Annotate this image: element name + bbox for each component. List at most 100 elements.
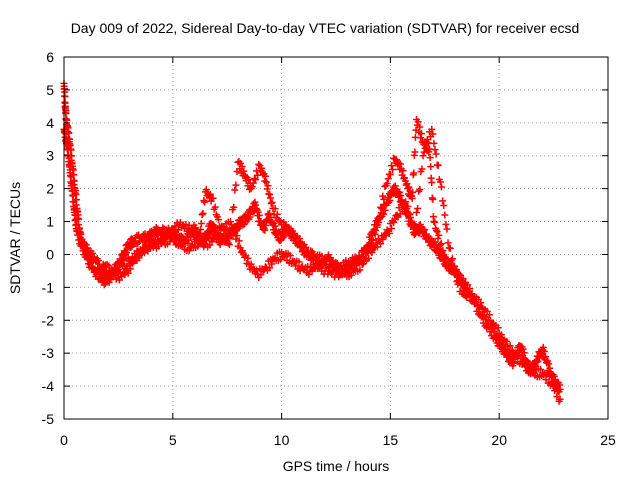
- data-point: [368, 231, 376, 239]
- data-point: [396, 188, 404, 196]
- data-point: [373, 221, 381, 229]
- data-point: [432, 150, 440, 158]
- data-point: [85, 254, 93, 262]
- data-point: [464, 281, 472, 289]
- data-point: [519, 345, 527, 353]
- y-tick-label: 4: [46, 115, 54, 131]
- data-point: [442, 220, 450, 228]
- data-point: [302, 244, 310, 252]
- data-point: [436, 178, 444, 186]
- y-tick-label: -5: [42, 411, 55, 427]
- data-point: [226, 218, 234, 226]
- data-point: [444, 257, 452, 265]
- data-point: [540, 347, 548, 355]
- data-point: [383, 226, 391, 234]
- data-point: [466, 285, 474, 293]
- data-point: [506, 342, 514, 350]
- data-point: [310, 254, 318, 262]
- data-point: [202, 186, 210, 194]
- data-point: [291, 230, 299, 238]
- data-point: [461, 292, 469, 300]
- data-point: [381, 206, 389, 214]
- data-point: [429, 195, 437, 203]
- data-point: [539, 343, 547, 351]
- data-point: [293, 234, 301, 242]
- data-point: [231, 228, 239, 236]
- data-point: [225, 241, 233, 249]
- x-tick-label: 25: [600, 432, 616, 448]
- y-tick-label: 2: [46, 181, 54, 197]
- data-point: [75, 230, 83, 238]
- data-point: [222, 233, 230, 241]
- data-point: [372, 239, 380, 247]
- data-point: [257, 271, 265, 279]
- data-point: [135, 254, 143, 262]
- data-point: [317, 262, 325, 270]
- data-point: [193, 234, 201, 242]
- data-point: [214, 216, 222, 224]
- data-point: [261, 177, 269, 185]
- data-point: [414, 204, 422, 212]
- data-point: [327, 254, 335, 262]
- data-point: [185, 222, 193, 230]
- data-points: [60, 79, 564, 405]
- data-point: [459, 286, 467, 294]
- data-point: [451, 266, 459, 274]
- data-point: [441, 211, 449, 219]
- data-point: [376, 213, 384, 221]
- data-point: [384, 175, 392, 183]
- data-point: [422, 144, 430, 152]
- data-point: [127, 243, 135, 251]
- data-point: [547, 379, 555, 387]
- data-point: [520, 349, 528, 357]
- data-point: [208, 238, 216, 246]
- data-point: [455, 278, 463, 286]
- data-point: [457, 274, 465, 282]
- data-point: [126, 265, 134, 273]
- data-point: [209, 221, 217, 229]
- data-point: [401, 174, 409, 182]
- x-tick-label: 20: [491, 432, 507, 448]
- data-point: [443, 225, 451, 233]
- data-point: [416, 123, 424, 131]
- data-point: [405, 214, 413, 222]
- data-point: [81, 244, 89, 252]
- data-point: [410, 231, 418, 239]
- data-point: [235, 237, 243, 245]
- data-point: [387, 224, 395, 232]
- data-point: [434, 161, 442, 169]
- y-tick-label: 3: [46, 148, 54, 164]
- data-point: [542, 376, 550, 384]
- data-point: [396, 210, 404, 218]
- y-tick-label: 1: [46, 214, 54, 230]
- data-point: [279, 234, 287, 242]
- data-point: [192, 224, 200, 232]
- data-point: [385, 229, 393, 237]
- data-point: [377, 203, 385, 211]
- data-point: [517, 355, 525, 363]
- data-point: [233, 232, 241, 240]
- data-point: [211, 203, 219, 211]
- data-point: [408, 195, 416, 203]
- data-point: [409, 188, 417, 196]
- data-point: [238, 247, 246, 255]
- data-point: [87, 259, 95, 267]
- data-point: [433, 228, 441, 236]
- data-point: [494, 324, 502, 332]
- y-tick-label: -1: [42, 279, 55, 295]
- data-point: [378, 205, 386, 213]
- data-point: [73, 221, 81, 229]
- data-point: [254, 208, 262, 216]
- data-point: [437, 240, 445, 248]
- data-point: [295, 258, 303, 266]
- data-point: [67, 173, 75, 181]
- data-point: [463, 293, 471, 301]
- data-point: [380, 210, 388, 218]
- data-point: [396, 160, 404, 168]
- data-point: [61, 93, 69, 101]
- data-point: [383, 179, 391, 187]
- data-point: [94, 257, 102, 265]
- data-point: [232, 181, 240, 189]
- data-point: [365, 254, 373, 262]
- data-point: [435, 231, 443, 239]
